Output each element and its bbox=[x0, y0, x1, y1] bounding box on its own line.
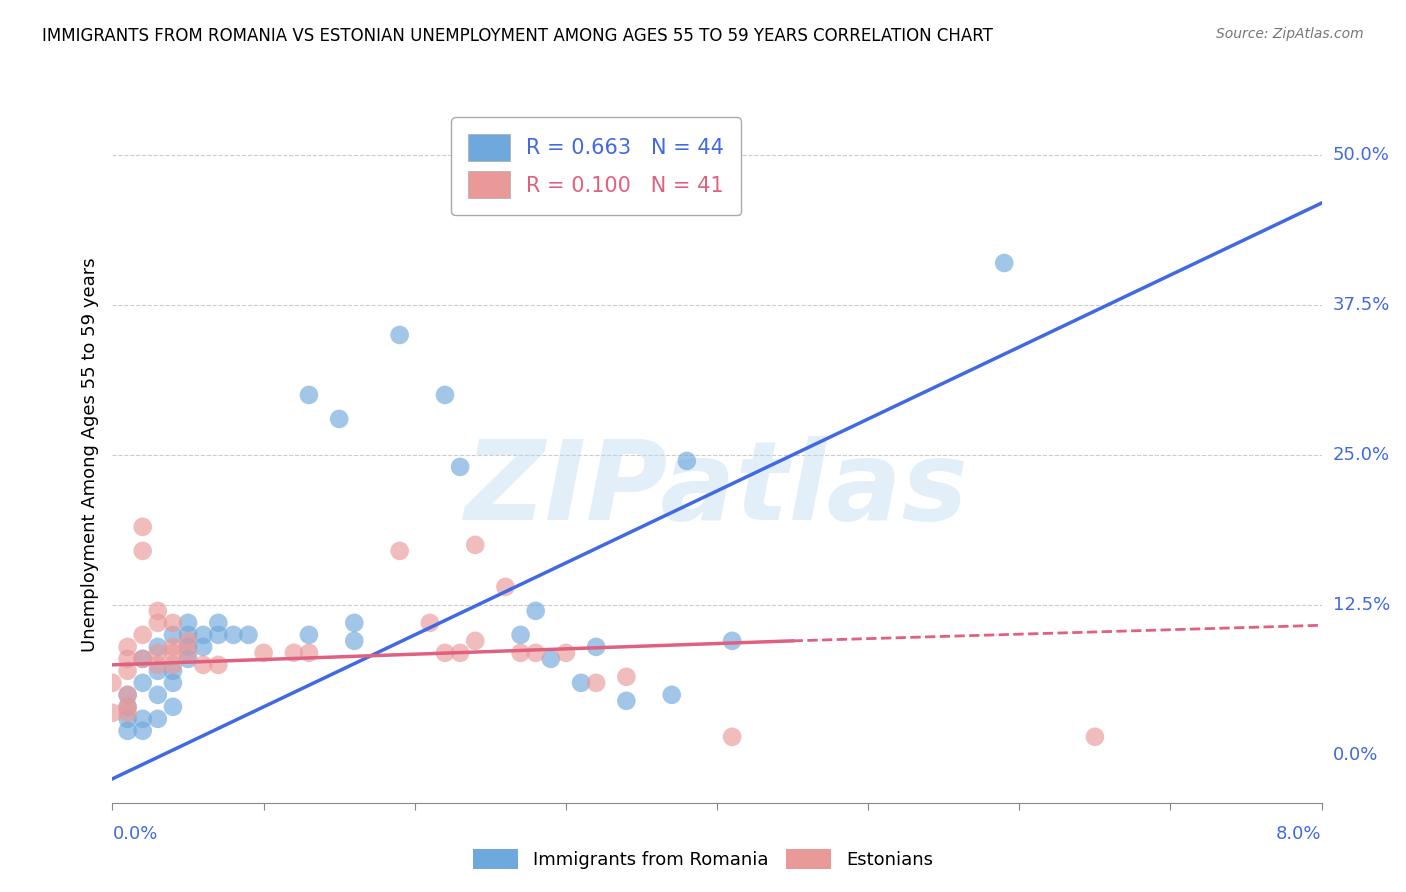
Point bbox=[117, 706, 139, 720]
Point bbox=[675, 454, 697, 468]
Point bbox=[1084, 730, 1107, 744]
Point bbox=[207, 657, 229, 672]
Point bbox=[117, 699, 139, 714]
Point bbox=[524, 646, 547, 660]
Point bbox=[464, 633, 486, 648]
Point bbox=[298, 628, 321, 642]
Point bbox=[177, 640, 200, 654]
Point bbox=[162, 628, 184, 642]
Point bbox=[177, 633, 200, 648]
Point bbox=[117, 664, 139, 678]
Point bbox=[585, 640, 607, 654]
Point bbox=[162, 640, 184, 654]
Point bbox=[554, 646, 576, 660]
Point bbox=[177, 652, 200, 666]
Text: IMMIGRANTS FROM ROMANIA VS ESTONIAN UNEMPLOYMENT AMONG AGES 55 TO 59 YEARS CORRE: IMMIGRANTS FROM ROMANIA VS ESTONIAN UNEM… bbox=[42, 27, 993, 45]
Point bbox=[721, 730, 744, 744]
Text: 37.5%: 37.5% bbox=[1333, 296, 1391, 314]
Point bbox=[495, 580, 517, 594]
Point bbox=[207, 628, 229, 642]
Text: 50.0%: 50.0% bbox=[1333, 146, 1389, 164]
Point bbox=[177, 628, 200, 642]
Point bbox=[343, 615, 366, 630]
Point bbox=[146, 688, 169, 702]
Point bbox=[146, 646, 169, 660]
Point bbox=[132, 652, 155, 666]
Point bbox=[117, 688, 139, 702]
Text: 0.0%: 0.0% bbox=[1333, 746, 1378, 764]
Point bbox=[162, 646, 184, 660]
Point bbox=[101, 706, 124, 720]
Point bbox=[146, 640, 169, 654]
Point bbox=[524, 604, 547, 618]
Point bbox=[162, 657, 184, 672]
Point bbox=[162, 699, 184, 714]
Legend: Immigrants from Romania, Estonians: Immigrants from Romania, Estonians bbox=[464, 839, 942, 879]
Text: 12.5%: 12.5% bbox=[1333, 596, 1391, 614]
Point bbox=[177, 615, 200, 630]
Point bbox=[117, 652, 139, 666]
Point bbox=[238, 628, 260, 642]
Legend: R = 0.663   N = 44, R = 0.100   N = 41: R = 0.663 N = 44, R = 0.100 N = 41 bbox=[451, 118, 741, 215]
Point bbox=[132, 723, 155, 738]
Point bbox=[449, 459, 471, 474]
Point bbox=[101, 676, 124, 690]
Y-axis label: Unemployment Among Ages 55 to 59 years: Unemployment Among Ages 55 to 59 years bbox=[80, 258, 98, 652]
Point bbox=[419, 615, 441, 630]
Point bbox=[177, 646, 200, 660]
Text: ZIPatlas: ZIPatlas bbox=[465, 436, 969, 543]
Point bbox=[388, 544, 411, 558]
Point bbox=[207, 615, 229, 630]
Point bbox=[993, 256, 1015, 270]
Point bbox=[146, 604, 169, 618]
Point bbox=[298, 388, 321, 402]
Point bbox=[433, 646, 456, 660]
Text: 0.0%: 0.0% bbox=[112, 825, 157, 843]
Point bbox=[298, 646, 321, 660]
Point bbox=[616, 670, 638, 684]
Point bbox=[449, 646, 471, 660]
Point bbox=[540, 652, 562, 666]
Text: 8.0%: 8.0% bbox=[1277, 825, 1322, 843]
Point bbox=[191, 640, 215, 654]
Point bbox=[146, 615, 169, 630]
Point bbox=[569, 676, 592, 690]
Point bbox=[162, 615, 184, 630]
Point bbox=[146, 664, 169, 678]
Point bbox=[283, 646, 305, 660]
Point bbox=[132, 544, 155, 558]
Point bbox=[146, 657, 169, 672]
Point bbox=[328, 412, 350, 426]
Point bbox=[117, 688, 139, 702]
Point bbox=[388, 328, 411, 343]
Point bbox=[132, 520, 155, 534]
Text: 25.0%: 25.0% bbox=[1333, 446, 1391, 464]
Point bbox=[117, 723, 139, 738]
Point bbox=[191, 628, 215, 642]
Point bbox=[117, 640, 139, 654]
Point bbox=[509, 628, 531, 642]
Point bbox=[721, 633, 744, 648]
Point bbox=[162, 664, 184, 678]
Point bbox=[117, 699, 139, 714]
Point bbox=[585, 676, 607, 690]
Point bbox=[191, 657, 215, 672]
Point bbox=[132, 628, 155, 642]
Point bbox=[132, 712, 155, 726]
Point bbox=[509, 646, 531, 660]
Point bbox=[146, 712, 169, 726]
Point bbox=[132, 652, 155, 666]
Point bbox=[464, 538, 486, 552]
Point bbox=[433, 388, 456, 402]
Point bbox=[132, 676, 155, 690]
Point bbox=[343, 633, 366, 648]
Point bbox=[616, 694, 638, 708]
Point bbox=[661, 688, 683, 702]
Point bbox=[222, 628, 245, 642]
Point bbox=[253, 646, 276, 660]
Point bbox=[162, 676, 184, 690]
Text: Source: ZipAtlas.com: Source: ZipAtlas.com bbox=[1216, 27, 1364, 41]
Point bbox=[117, 712, 139, 726]
